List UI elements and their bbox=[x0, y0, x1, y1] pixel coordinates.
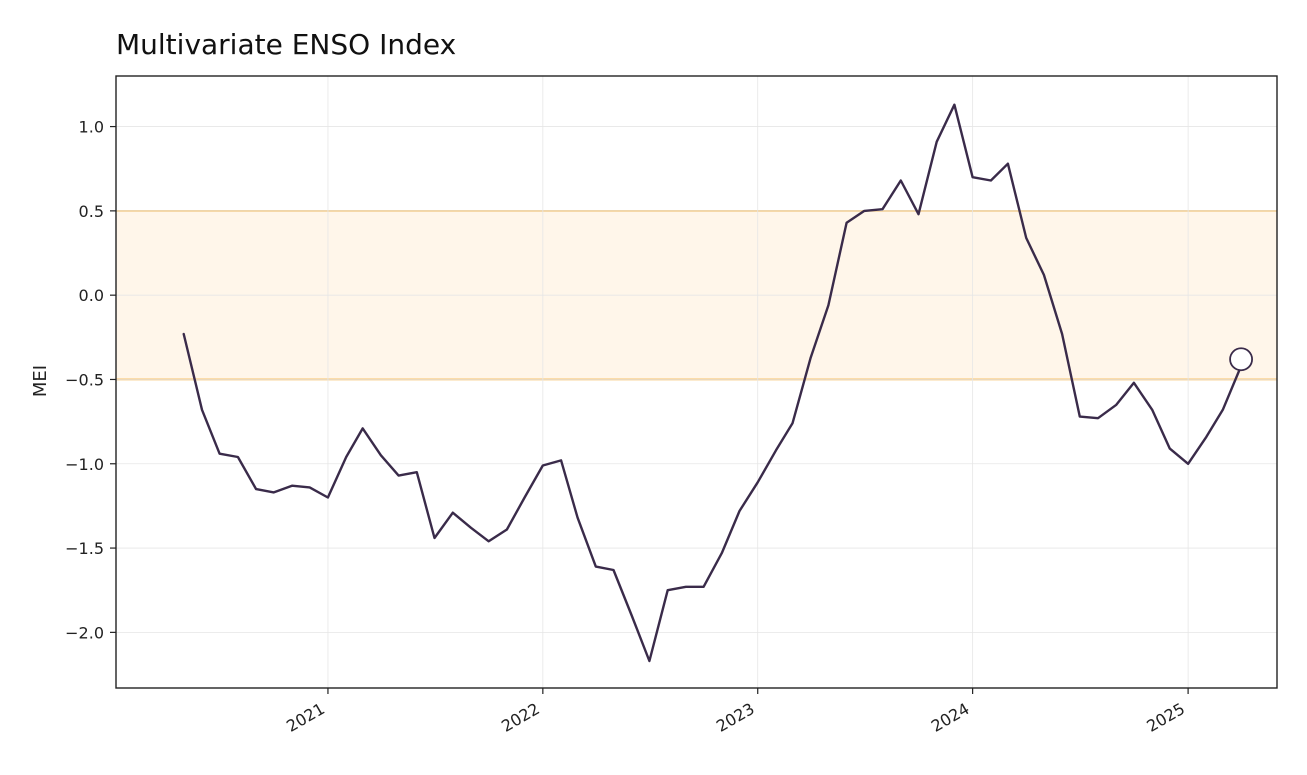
plot-frame bbox=[115, 75, 1278, 689]
x-ticks-layer: 2021 2022 2023 2024 2025 bbox=[283, 688, 1189, 736]
grid-layer bbox=[116, 76, 1277, 688]
y-tick-label: 0.5 bbox=[79, 202, 104, 221]
y-tick-label: −0.5 bbox=[65, 370, 104, 389]
chart-title: Multivariate ENSO Index bbox=[116, 28, 456, 61]
y-axis-label: MEI bbox=[30, 365, 51, 397]
x-tick-label: 2024 bbox=[928, 699, 973, 736]
x-tick-label: 2022 bbox=[498, 699, 543, 736]
y-tick-label: 0.0 bbox=[79, 286, 104, 305]
y-tick-label: 1.0 bbox=[79, 118, 104, 137]
x-tick-label: 2023 bbox=[713, 699, 758, 736]
x-tick-label: 2025 bbox=[1143, 699, 1188, 736]
latest-value-marker bbox=[1229, 347, 1253, 372]
series-line-layer bbox=[182, 103, 1253, 663]
y-tick-label: −1.0 bbox=[65, 455, 104, 474]
x-tick-label: 2021 bbox=[283, 699, 328, 736]
y-tick-label: −2.0 bbox=[65, 623, 104, 642]
y-ticks-layer: 1.0 0.5 0.0 −0.5 −1.0 −1.5 −2.0 bbox=[65, 118, 116, 642]
series-line bbox=[182, 103, 1243, 663]
y-tick-label: −1.5 bbox=[65, 539, 104, 558]
